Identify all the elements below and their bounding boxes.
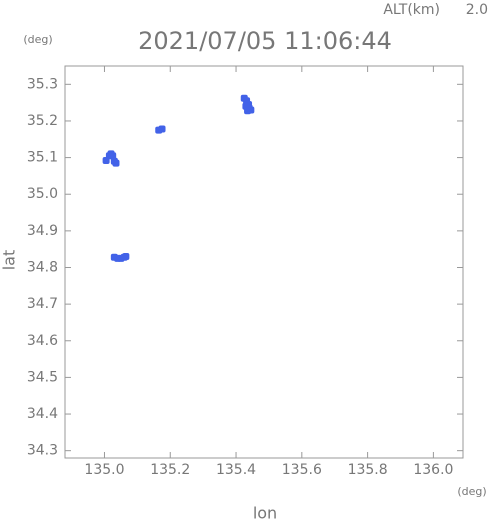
y-unit: (deg) — [23, 33, 52, 46]
y-tick-label: 34.9 — [27, 223, 58, 239]
x-axis-label: lon — [253, 504, 277, 522]
y-tick-label: 35.1 — [27, 150, 58, 166]
y-tick-label: 34.5 — [27, 369, 58, 385]
y-tick-label: 35.2 — [27, 113, 58, 129]
x-tick-label: 135.2 — [150, 462, 190, 478]
altitude-label: ALT(km) — [383, 2, 440, 18]
y-tick-label: 34.3 — [27, 443, 58, 459]
y-tick-label: 34.8 — [27, 259, 58, 275]
point — [109, 152, 117, 160]
y-tick-label: 35.3 — [27, 76, 58, 92]
x-tick-label: 136.0 — [413, 462, 453, 478]
point — [122, 253, 130, 261]
y-tick-label: 34.7 — [27, 296, 58, 312]
chart-title: 2021/07/05 11:06:44 — [138, 27, 392, 55]
plot-frame — [64, 65, 464, 459]
x-unit: (deg) — [457, 485, 486, 498]
altitude-value: 2.0 — [466, 2, 488, 18]
y-axis-label: lat — [0, 250, 19, 271]
x-tick-label: 135.4 — [216, 462, 256, 478]
point — [158, 125, 166, 133]
y-tick-label: 34.4 — [27, 406, 58, 422]
x-tick-label: 135.6 — [282, 462, 322, 478]
y-tick-label: 34.6 — [27, 333, 58, 349]
x-tick-label: 135.0 — [84, 462, 124, 478]
point — [242, 102, 250, 110]
point — [112, 159, 120, 167]
y-tick-label: 35.0 — [27, 186, 58, 202]
x-tick-label: 135.8 — [348, 462, 388, 478]
